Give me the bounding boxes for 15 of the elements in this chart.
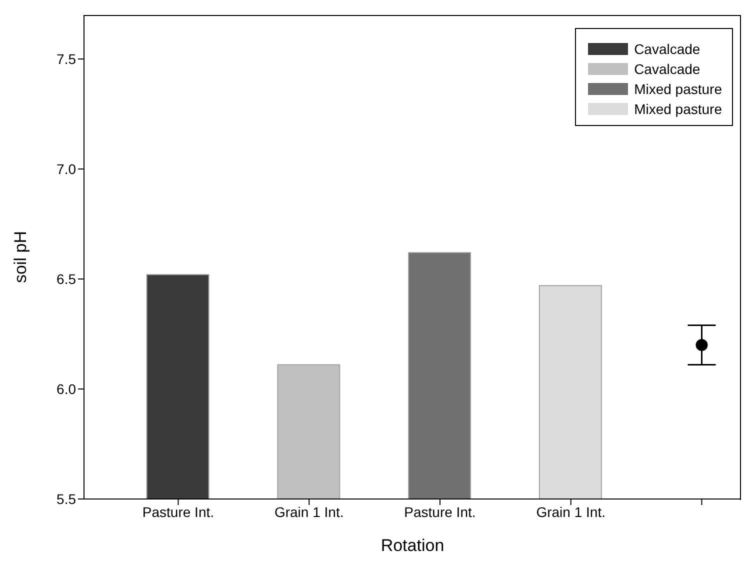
- x-tick-label: Pasture Int.: [142, 504, 214, 520]
- x-tick-label: Pasture Int.: [404, 504, 476, 520]
- y-tick-label: 6.0: [56, 380, 76, 397]
- y-tick-label: 6.5: [56, 270, 76, 287]
- y-tick-label: 5.5: [56, 490, 76, 507]
- legend-label: Mixed pasture: [634, 101, 722, 117]
- y-axis-title: soil pH: [11, 231, 30, 283]
- legend-label: Cavalcade: [634, 61, 700, 77]
- legend-label: Cavalcade: [634, 41, 700, 57]
- x-tick-label: Grain 1 Int.: [536, 504, 606, 520]
- y-tick-label: 7.0: [56, 160, 76, 177]
- legend-label: Mixed pasture: [634, 81, 722, 97]
- y-tick-label: 7.5: [56, 50, 76, 67]
- x-tick-label: Grain 1 Int.: [274, 504, 344, 520]
- x-axis-title: Rotation: [380, 536, 444, 555]
